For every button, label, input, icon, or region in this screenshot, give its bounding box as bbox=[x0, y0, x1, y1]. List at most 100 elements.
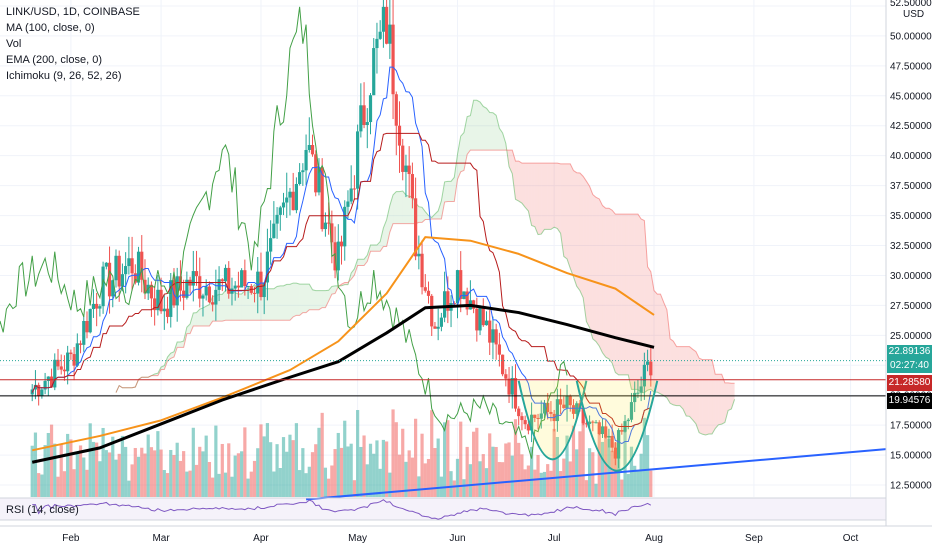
volume-bar bbox=[159, 449, 163, 497]
cloud-segment bbox=[644, 220, 648, 393]
candle-body bbox=[265, 251, 270, 283]
candle-body bbox=[410, 174, 414, 199]
candle-body bbox=[523, 420, 527, 425]
candle-body bbox=[478, 307, 482, 331]
volume-bar bbox=[130, 464, 134, 497]
volume-bar bbox=[82, 457, 86, 497]
candle-body bbox=[610, 435, 614, 448]
volume-bar bbox=[91, 441, 96, 497]
volume-bars bbox=[30, 409, 653, 497]
volume-bar bbox=[136, 456, 141, 497]
currency-label: USD bbox=[903, 9, 924, 20]
candle-body bbox=[381, 6, 385, 32]
cloud-segment bbox=[728, 382, 732, 411]
cloud-segment bbox=[560, 163, 564, 257]
candle-body bbox=[288, 191, 292, 198]
candle-body bbox=[433, 326, 437, 329]
cloud-segment bbox=[683, 346, 687, 417]
candle-body bbox=[401, 145, 405, 172]
cloud-segment bbox=[579, 172, 584, 298]
volume-bar bbox=[423, 463, 427, 497]
y-tick-label: 35.00000 bbox=[890, 211, 932, 222]
volume-bar bbox=[59, 444, 63, 497]
cloud-segment bbox=[344, 282, 348, 285]
volume-bar bbox=[307, 466, 311, 497]
x-tick-label: May bbox=[348, 533, 367, 544]
cloud-segment bbox=[454, 154, 458, 202]
volume-bar bbox=[365, 464, 369, 497]
x-tick-label: Mar bbox=[152, 533, 170, 544]
volume-bar bbox=[185, 471, 189, 497]
candle-body bbox=[414, 198, 418, 257]
candle-body bbox=[520, 416, 524, 421]
vol-legend[interactable]: Vol bbox=[6, 38, 22, 50]
y-tick-label: 15.00000 bbox=[890, 451, 932, 462]
candle-body bbox=[372, 48, 376, 96]
volume-bar bbox=[478, 461, 482, 497]
cloud-segment bbox=[318, 290, 323, 310]
volume-bar bbox=[298, 470, 302, 497]
volume-bar bbox=[104, 450, 108, 497]
candle-body bbox=[204, 286, 208, 296]
candle-body bbox=[613, 447, 617, 459]
candle-body bbox=[513, 377, 518, 409]
candle-body bbox=[281, 202, 286, 208]
volume-bar bbox=[243, 427, 247, 497]
candle-body bbox=[33, 384, 38, 390]
cloud-segment bbox=[457, 136, 461, 180]
candle-body bbox=[298, 172, 302, 184]
rsi-line bbox=[32, 499, 652, 520]
cloud-segment bbox=[554, 163, 558, 229]
volume-bar bbox=[207, 461, 212, 497]
ema-legend[interactable]: EMA (200, close, 0) bbox=[6, 54, 102, 66]
volume-bar bbox=[140, 447, 144, 497]
candle-body bbox=[194, 271, 199, 277]
rsi-legend[interactable]: RSI (14, close) bbox=[6, 504, 79, 516]
volume-bar bbox=[642, 417, 646, 497]
candle-body bbox=[304, 149, 308, 171]
volume-bar bbox=[397, 454, 402, 497]
candle-body bbox=[69, 352, 73, 355]
candle-body bbox=[40, 389, 44, 396]
symbol-title[interactable]: LINK/USD, 1D, COINBASE bbox=[6, 6, 140, 18]
candle-body bbox=[156, 289, 160, 311]
cloud-segment bbox=[612, 210, 616, 373]
cloud-segment bbox=[547, 163, 551, 230]
candle-body bbox=[568, 396, 572, 406]
volume-bar bbox=[481, 454, 485, 497]
candle-body bbox=[285, 197, 289, 203]
y-tick-label: 47.50000 bbox=[890, 61, 932, 72]
volume-bar bbox=[501, 462, 505, 497]
ma-legend[interactable]: MA (100, close, 0) bbox=[6, 22, 95, 34]
candle-body bbox=[362, 105, 366, 126]
volume-bar bbox=[571, 425, 576, 497]
volume-bar bbox=[633, 465, 637, 497]
candle-body bbox=[191, 271, 195, 286]
candle-body bbox=[124, 266, 128, 275]
volume-bar bbox=[359, 446, 363, 497]
cloud-segment bbox=[373, 245, 377, 252]
chart-legend: LINK/USD, 1D, COINBASE MA (100, close, 0… bbox=[6, 4, 140, 84]
candle-body bbox=[269, 238, 273, 252]
cloud-segment bbox=[692, 349, 696, 424]
cloud-segment bbox=[660, 294, 664, 396]
candle-body bbox=[375, 38, 379, 49]
y-tick-label: 42.50000 bbox=[890, 121, 932, 132]
ichimoku-legend[interactable]: Ichimoku (9, 26, 52, 26) bbox=[6, 70, 122, 82]
volume-bar bbox=[314, 444, 318, 497]
cloud-segment bbox=[302, 284, 307, 313]
volume-bar bbox=[491, 446, 495, 497]
cloud-segment bbox=[405, 195, 410, 224]
candle-body bbox=[310, 145, 315, 155]
candle-body bbox=[507, 378, 511, 395]
candle-body bbox=[175, 276, 179, 306]
cloud-segment bbox=[557, 163, 561, 234]
cloud-segment bbox=[480, 102, 484, 151]
volume-bar bbox=[182, 451, 186, 497]
cloud-segment bbox=[441, 181, 445, 219]
cloud-segment bbox=[418, 206, 423, 223]
volume-bar bbox=[623, 428, 627, 497]
volume-bar bbox=[265, 423, 270, 497]
cloud-segment bbox=[637, 214, 642, 393]
